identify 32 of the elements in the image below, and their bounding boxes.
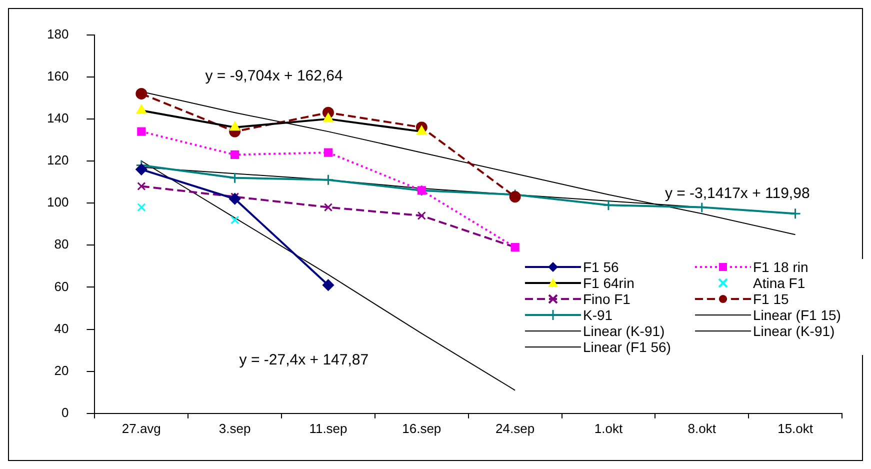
legend-label: F1 64rin	[583, 275, 634, 291]
x-tick-label: 24.sep	[496, 420, 535, 436]
legend-label: Linear (K-91)	[583, 323, 665, 339]
y-tick-label: 120	[46, 152, 69, 168]
y-tick-label: 40	[54, 320, 69, 336]
y-tick-label: 60	[54, 278, 69, 294]
x-tick-label: 15.okt	[778, 420, 814, 436]
legend-label: F1 15	[753, 291, 789, 307]
y-tick-label: 180	[46, 26, 69, 42]
x-tick-label: 16.sep	[402, 420, 442, 436]
x-tick-label: 3.sep	[218, 420, 251, 436]
annotation: y = -9,704x + 162,64	[205, 68, 343, 85]
y-tick-label: 160	[46, 68, 69, 84]
x-tick-label: 1.okt	[594, 420, 623, 436]
y-tick-label: 140	[46, 110, 69, 126]
legend-label: Fino F1	[583, 291, 630, 307]
annotation: y = -3,1417x + 119,98	[664, 184, 810, 202]
y-tick-label: 0	[61, 404, 69, 420]
x-tick-label: 27.avg	[122, 420, 161, 436]
y-tick-label: 80	[54, 236, 69, 252]
legend-label: Linear (K-91)	[753, 323, 835, 339]
x-tick-label: 11.sep	[309, 420, 348, 436]
y-tick-label: 100	[46, 194, 69, 210]
legend-label: Linear (F1 56)	[583, 339, 671, 355]
x-tick-label: 8.okt	[688, 420, 716, 436]
legend-label: Atina F1	[753, 275, 806, 291]
annotation: y = -27,4x + 147,87	[239, 352, 369, 369]
legend-label: K-91	[583, 307, 613, 323]
y-tick-label: 20	[54, 362, 69, 378]
legend-label: Linear (F1 15)	[753, 307, 841, 323]
legend-label: F1 18 rin	[753, 259, 808, 275]
legend-label: F1 56	[583, 259, 619, 275]
